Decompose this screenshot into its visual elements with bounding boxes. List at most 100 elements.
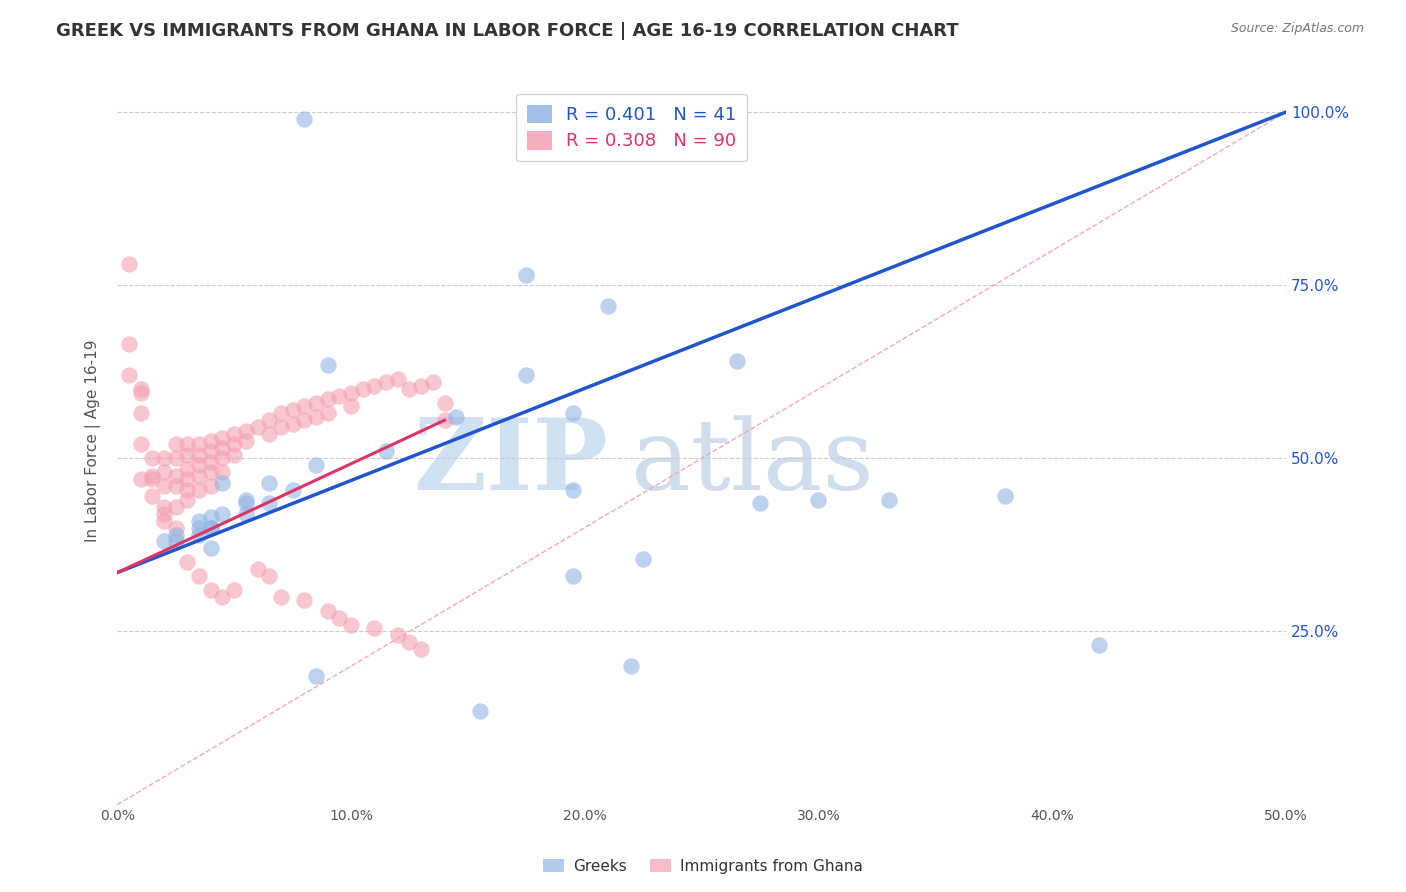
Point: [235, 424, 257, 438]
Point: [515, 268, 537, 282]
Point: [200, 582, 222, 597]
Point: [153, 534, 176, 549]
Point: [270, 406, 292, 420]
Point: [153, 479, 176, 493]
Point: [316, 392, 339, 407]
Point: [631, 551, 654, 566]
Point: [224, 427, 246, 442]
Point: [340, 400, 363, 414]
Point: [375, 375, 398, 389]
Point: [281, 402, 304, 417]
Point: [211, 451, 233, 466]
Point: [188, 569, 211, 583]
Point: [328, 389, 350, 403]
Legend: Greeks, Immigrants from Ghana: Greeks, Immigrants from Ghana: [537, 853, 869, 880]
Point: [141, 490, 163, 504]
Point: [165, 520, 187, 534]
Point: [679, 112, 702, 126]
Point: [211, 431, 233, 445]
Point: [165, 451, 187, 466]
Point: [562, 569, 585, 583]
Point: [188, 437, 211, 451]
Point: [176, 472, 198, 486]
Point: [153, 451, 176, 466]
Point: [305, 458, 328, 473]
Point: [188, 520, 211, 534]
Point: [620, 659, 643, 673]
Point: [153, 500, 176, 514]
Point: [398, 382, 420, 396]
Point: [316, 358, 339, 372]
Point: [200, 541, 222, 556]
Point: [200, 434, 222, 448]
Point: [257, 496, 280, 510]
Point: [165, 534, 187, 549]
Point: [340, 617, 363, 632]
Point: [375, 444, 398, 458]
Point: [224, 437, 246, 451]
Point: [316, 604, 339, 618]
Point: [211, 590, 233, 604]
Point: [340, 385, 363, 400]
Point: [118, 257, 141, 271]
Point: [725, 354, 748, 368]
Point: [176, 437, 198, 451]
Point: [165, 500, 187, 514]
Point: [188, 514, 211, 528]
Point: [1088, 638, 1111, 652]
Point: [292, 593, 315, 607]
Point: [387, 628, 409, 642]
Point: [200, 444, 222, 458]
Point: [165, 468, 187, 483]
Point: [994, 490, 1017, 504]
Point: [411, 641, 433, 656]
Point: [200, 479, 222, 493]
Point: [188, 468, 211, 483]
Point: [562, 483, 585, 497]
Point: [153, 514, 176, 528]
Point: [807, 492, 830, 507]
Point: [224, 448, 246, 462]
Point: [270, 590, 292, 604]
Text: atlas: atlas: [631, 415, 875, 511]
Point: [235, 507, 257, 521]
Point: [562, 406, 585, 420]
Legend: R = 0.401   N = 41, R = 0.308   N = 90: R = 0.401 N = 41, R = 0.308 N = 90: [516, 94, 748, 161]
Point: [129, 437, 152, 451]
Point: [316, 406, 339, 420]
Point: [200, 520, 222, 534]
Point: [515, 368, 537, 383]
Point: [686, 109, 709, 123]
Point: [200, 520, 222, 534]
Point: [235, 496, 257, 510]
Point: [176, 461, 198, 475]
Point: [165, 479, 187, 493]
Point: [352, 382, 374, 396]
Point: [118, 368, 141, 383]
Point: [257, 413, 280, 427]
Text: ZIP: ZIP: [413, 415, 609, 511]
Point: [257, 475, 280, 490]
Point: [211, 441, 233, 455]
Point: [153, 465, 176, 479]
Point: [188, 483, 211, 497]
Point: [363, 378, 385, 392]
Point: [141, 451, 163, 466]
Point: [598, 299, 620, 313]
Point: [235, 492, 257, 507]
Point: [211, 475, 233, 490]
Point: [387, 372, 409, 386]
Text: Source: ZipAtlas.com: Source: ZipAtlas.com: [1230, 22, 1364, 36]
Text: GREEK VS IMMIGRANTS FROM GHANA IN LABOR FORCE | AGE 16-19 CORRELATION CHART: GREEK VS IMMIGRANTS FROM GHANA IN LABOR …: [56, 22, 959, 40]
Point: [129, 382, 152, 396]
Point: [129, 406, 152, 420]
Point: [200, 510, 222, 524]
Point: [211, 507, 233, 521]
Point: [433, 413, 456, 427]
Point: [292, 400, 315, 414]
Point: [363, 621, 385, 635]
Point: [877, 492, 900, 507]
Point: [433, 396, 456, 410]
Point: [153, 507, 176, 521]
Point: [328, 610, 350, 624]
